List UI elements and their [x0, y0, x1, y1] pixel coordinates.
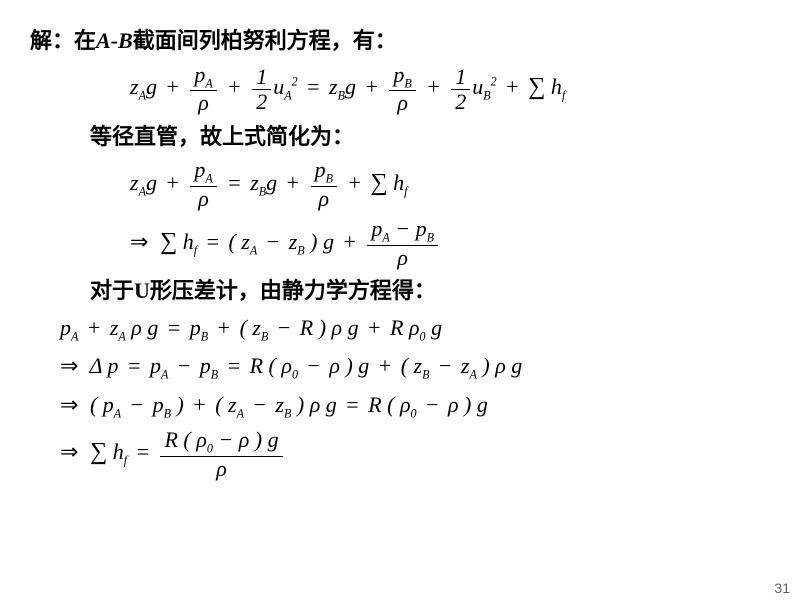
text-ab: A-B: [96, 28, 133, 53]
equation-5: ⇒ Δ p = pA − pB = R ( ρ0 − ρ ) g + ( zB …: [30, 351, 770, 383]
text-line-1: 解：在A-B截面间列柏努利方程，有：: [30, 26, 770, 57]
text-prefix: 解：在: [30, 28, 96, 53]
slide-content: 解：在A-B截面间列柏努利方程，有： zAg + pAρ + 12uA2 = z…: [0, 0, 800, 507]
equation-4: pA + zA ρ g = pB + ( zB − R ) ρ g + R ρ0…: [30, 313, 770, 345]
text-line-3: 等径直管，故上式简化为：: [30, 122, 770, 153]
page-number: 31: [774, 580, 790, 596]
equation-7: ⇒ ∑ hf = R ( ρ0 − ρ ) g ρ: [30, 428, 770, 481]
equation-2: zAg + pAρ = zBg + pBρ + ∑ hf: [30, 158, 770, 211]
text-suffix: 截面间列柏努利方程，有：: [133, 28, 397, 53]
equation-6: ⇒ ( pA − pB ) + ( zA − zB ) ρ g = R ( ρ0…: [30, 390, 770, 422]
equation-3: ⇒ ∑ hf = ( zA − zB ) g + pA − pBρ: [30, 217, 770, 270]
text-line-6: 对于U形压差计，由静力学方程得：: [30, 276, 770, 307]
equation-1: zAg + pAρ + 12uA2 = zBg + pBρ + 12uB2 + …: [30, 63, 770, 116]
